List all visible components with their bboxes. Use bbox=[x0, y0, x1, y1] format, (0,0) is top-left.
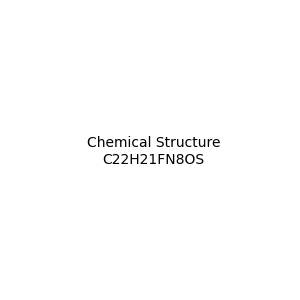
Text: Chemical Structure
C22H21FN8OS: Chemical Structure C22H21FN8OS bbox=[87, 136, 220, 166]
